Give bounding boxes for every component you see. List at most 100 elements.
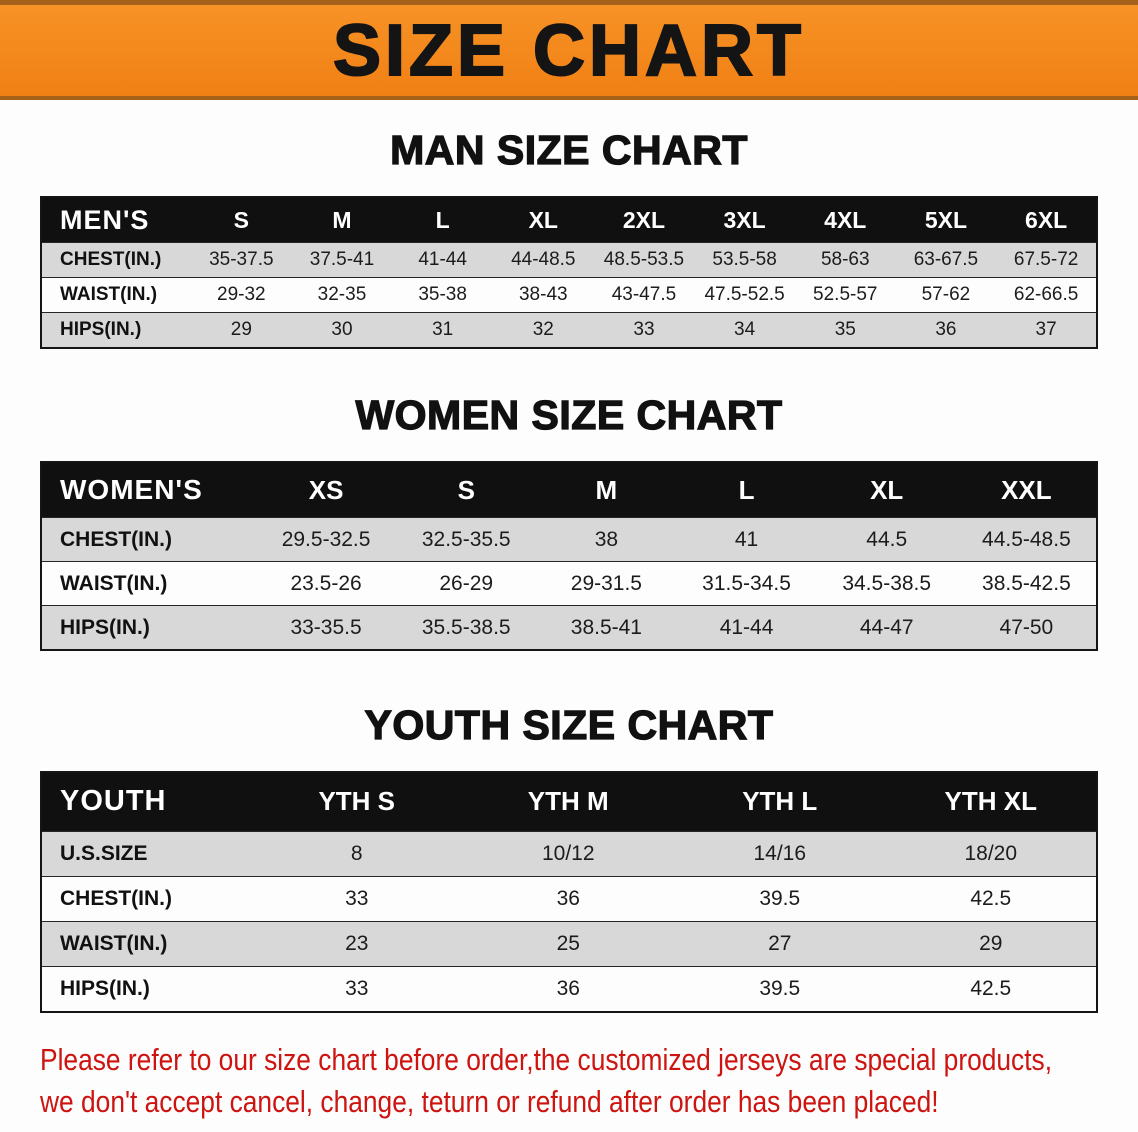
value-cell: 38.5-41 <box>570 615 642 639</box>
value-cell: 33 <box>345 976 369 1000</box>
women-size-table: WOMEN'S XS S M L XL XXL CHEST(IN.) 29.5-32.5 32.5… <box>40 460 1098 651</box>
size-header-cell: M <box>536 461 677 518</box>
table-row: WAIST(IN.) 23 25 27 29 <box>41 921 1097 967</box>
value-cell: 32.5-35.5 <box>421 527 511 551</box>
table-row: U.S.SIZE 8 10/12 14/16 18/20 <box>41 831 1097 877</box>
value-cell: 35-37.5 <box>209 249 274 271</box>
table-row: HIPS(IN.) 33-35.5 35.5-38.5 38.5-41 41-44 44-… <box>41 605 1097 650</box>
row-label-cell: CHEST(IN.) <box>60 887 172 911</box>
value-cell: 29 <box>230 319 252 341</box>
size-header-cell: 3XL <box>694 196 795 243</box>
value-cell: 29-32 <box>217 284 266 306</box>
size-header-cell: S <box>396 461 537 518</box>
row-label-cell: WAIST(IN.) <box>60 932 168 956</box>
women-size-chart-heading: WOMEN SIZE CHART <box>355 391 783 438</box>
row-label-cell: HIPS(IN.) <box>60 319 142 341</box>
value-cell: 33-35.5 <box>290 615 362 639</box>
value-cell: 8 <box>350 842 363 866</box>
size-header-cell: YTH S <box>251 771 463 832</box>
value-cell: 44-47 <box>859 615 914 639</box>
value-cell: 43-47.5 <box>611 284 677 306</box>
size-header-cell: YTH XL <box>885 771 1097 832</box>
size-header-cell: YTH M <box>462 771 674 832</box>
value-cell: 41-44 <box>418 249 467 271</box>
size-header-cell: XS <box>256 461 397 518</box>
value-cell: 42.5 <box>970 887 1012 911</box>
value-cell: 52.5-57 <box>813 284 878 306</box>
value-cell: 26-29 <box>439 571 494 595</box>
value-cell: 62-66.5 <box>1013 284 1079 306</box>
value-cell: 18/20 <box>964 842 1018 866</box>
disclaimer: Please refer to our size chart before or… <box>40 1039 1138 1123</box>
value-cell: 23 <box>345 932 369 956</box>
value-cell: 34 <box>734 319 756 341</box>
value-cell: 37 <box>1035 319 1057 341</box>
size-header-cell: YTH L <box>674 771 886 832</box>
value-cell: 53.5-58 <box>712 249 777 271</box>
value-cell: 33 <box>633 319 655 341</box>
value-cell: 41-44 <box>719 615 774 639</box>
row-label-cell: U.S.SIZE <box>60 842 148 866</box>
size-header-cell: M <box>291 196 393 243</box>
value-cell: 30 <box>331 319 353 341</box>
value-cell: 38-43 <box>518 284 568 306</box>
value-cell: 41 <box>734 527 759 551</box>
value-cell: 29 <box>979 932 1003 956</box>
value-cell: 23.5-26 <box>290 571 362 595</box>
size-header-cell: 5XL <box>895 196 997 243</box>
value-cell: 36 <box>935 319 957 341</box>
size-header-cell: S <box>191 196 292 243</box>
value-cell: 35-38 <box>418 284 467 306</box>
youth-size-table: YOUTH YTH S YTH M YTH L YTH XL U.S.SIZE 8 10/12… <box>40 770 1098 1013</box>
size-header-cell: L <box>676 461 817 518</box>
value-cell: 37.5-41 <box>309 249 375 271</box>
men-size-table: MEN'S S M L XL 2XL 3XL 4XL 5XL 6XL CHEST(IN.) 35-37… <box>40 195 1098 349</box>
value-cell: 44.5 <box>866 527 908 551</box>
table-row: WAIST(IN.) 23.5-26 26-29 29-31.5 31.5-34.5 34… <box>41 561 1097 606</box>
value-cell: 38.5-42.5 <box>982 571 1071 595</box>
size-chart-banner: SIZE CHART <box>0 0 1138 100</box>
women-size-chart-section: WOMEN SIZE CHART WOMEN'S XS S M L XL XXL CHEST(… <box>0 391 1138 651</box>
table-header-row: MEN'S S M L XL 2XL 3XL 4XL 5XL 6XL <box>41 196 1097 243</box>
value-cell: 27 <box>768 932 792 956</box>
value-cell: 14/16 <box>753 842 807 866</box>
value-cell: 44.5-48.5 <box>982 527 1071 551</box>
value-cell: 67.5-72 <box>1013 249 1079 271</box>
table-header-row: YOUTH YTH S YTH M YTH L YTH XL <box>41 771 1097 832</box>
disclaimer-line-1: Please refer to our size chart before or… <box>40 1041 1053 1077</box>
value-cell: 39.5 <box>759 887 801 911</box>
table-title-cell: YOUTH <box>41 771 251 832</box>
disclaimer-line-2: we don't accept cancel, change, teturn o… <box>40 1083 939 1119</box>
value-cell: 29-31.5 <box>570 571 642 595</box>
value-cell: 33 <box>345 887 369 911</box>
row-label-cell: CHEST(IN.) <box>60 249 162 271</box>
size-header-cell: XL <box>492 196 594 243</box>
table-title-cell: MEN'S <box>41 196 191 243</box>
value-cell: 36 <box>556 887 580 911</box>
value-cell: 29.5-32.5 <box>281 527 371 551</box>
row-label-cell: CHEST(IN.) <box>60 527 172 551</box>
youth-size-chart-heading: YOUTH SIZE CHART <box>364 701 774 748</box>
value-cell: 32-35 <box>317 284 367 306</box>
value-cell: 48.5-53.5 <box>603 249 685 271</box>
banner-title: SIZE CHART <box>332 10 805 92</box>
row-label-cell: HIPS(IN.) <box>60 615 150 639</box>
size-header-cell: XXL <box>956 461 1097 518</box>
value-cell: 32 <box>532 319 554 341</box>
value-cell: 47-50 <box>999 615 1054 639</box>
youth-size-chart-section: YOUTH SIZE CHART YOUTH YTH S YTH M YTH L YTH… <box>0 701 1138 1013</box>
table-row: HIPS(IN.) 29 30 31 32 33 34 35 36 37 <box>41 312 1097 348</box>
value-cell: 31.5-34.5 <box>702 571 791 595</box>
value-cell: 57-62 <box>921 284 971 306</box>
row-label-cell: HIPS(IN.) <box>60 976 150 1000</box>
row-label-cell: WAIST(IN.) <box>60 571 168 595</box>
value-cell: 34.5-38.5 <box>842 571 932 595</box>
row-label-cell: WAIST(IN.) <box>60 284 158 306</box>
value-cell: 42.5 <box>970 976 1012 1000</box>
table-row: CHEST(IN.) 35-37.5 37.5-41 41-44 44-48.5 48.5… <box>41 242 1097 278</box>
size-header-cell: XL <box>816 461 957 518</box>
size-header-cell: 2XL <box>593 196 695 243</box>
value-cell: 44-48.5 <box>511 249 576 271</box>
value-cell: 39.5 <box>759 976 801 1000</box>
size-header-cell: 6XL <box>996 196 1097 243</box>
